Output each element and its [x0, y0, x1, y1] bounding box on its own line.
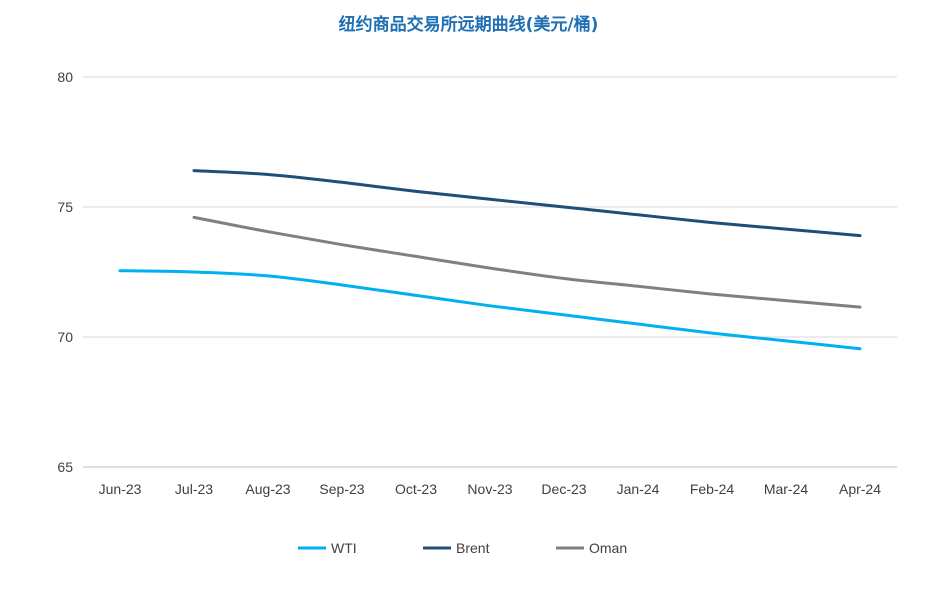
- chart-title: 纽约商品交易所远期曲线(美元/桶): [338, 15, 599, 35]
- x-tick-label: Sep-23: [319, 481, 364, 497]
- x-tick-label: Nov-23: [467, 481, 512, 497]
- x-tick-label: Jul-23: [175, 481, 213, 497]
- y-tick-label: 65: [57, 459, 73, 475]
- x-tick-label: Dec-23: [541, 481, 586, 497]
- y-tick-label: 80: [57, 69, 73, 85]
- x-tick-label: Apr-24: [839, 481, 881, 497]
- legend-label-wti: WTI: [331, 540, 357, 556]
- y-tick-label: 75: [57, 199, 73, 215]
- y-tick-label: 70: [57, 329, 73, 345]
- x-tick-label: Jan-24: [617, 481, 660, 497]
- series-line-brent: [192, 169, 862, 238]
- series-line-wti: [118, 269, 862, 351]
- x-tick-label: Aug-23: [245, 481, 290, 497]
- x-tick-label: Feb-24: [690, 481, 735, 497]
- x-tick-label: Oct-23: [395, 481, 437, 497]
- series-line-oman: [192, 215, 862, 309]
- x-tick-label: Jun-23: [99, 481, 142, 497]
- legend-label-brent: Brent: [456, 540, 490, 556]
- legend-label-oman: Oman: [589, 540, 627, 556]
- x-tick-label: Mar-24: [764, 481, 809, 497]
